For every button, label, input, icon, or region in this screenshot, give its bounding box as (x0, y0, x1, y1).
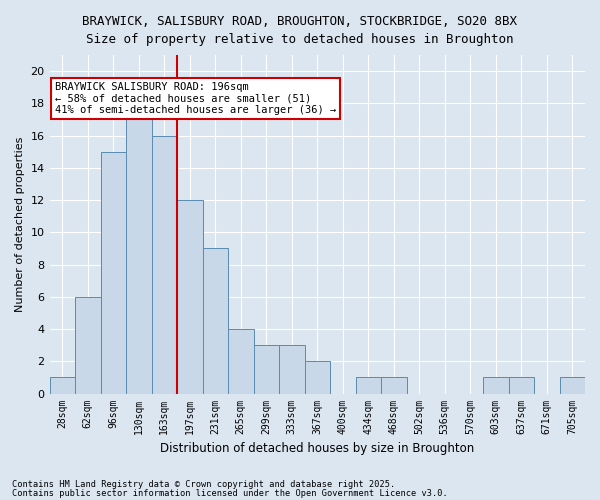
Text: Contains public sector information licensed under the Open Government Licence v3: Contains public sector information licen… (12, 488, 448, 498)
Bar (152, 136, 177, 394)
Bar (254, 345, 279, 394)
Y-axis label: Number of detached properties: Number of detached properties (15, 136, 25, 312)
Bar (50, 378, 75, 394)
Bar (203, 248, 228, 394)
Bar (356, 378, 381, 394)
Text: Size of property relative to detached houses in Broughton: Size of property relative to detached ho… (86, 32, 514, 46)
Text: BRAYWICK, SALISBURY ROAD, BROUGHTON, STOCKBRIDGE, SO20 8BX: BRAYWICK, SALISBURY ROAD, BROUGHTON, STO… (83, 15, 517, 28)
Bar (126, 120, 152, 394)
Bar (560, 378, 585, 394)
X-axis label: Distribution of detached houses by size in Broughton: Distribution of detached houses by size … (160, 442, 475, 455)
Bar (381, 378, 407, 394)
Bar (101, 152, 126, 394)
Bar (228, 329, 254, 394)
Text: BRAYWICK SALISBURY ROAD: 196sqm
← 58% of detached houses are smaller (51)
41% of: BRAYWICK SALISBURY ROAD: 196sqm ← 58% of… (55, 82, 336, 116)
Bar (509, 378, 534, 394)
Bar (75, 297, 101, 394)
Bar (177, 200, 203, 394)
Bar (483, 378, 509, 394)
Bar (279, 345, 305, 394)
Bar (305, 362, 330, 394)
Text: Contains HM Land Registry data © Crown copyright and database right 2025.: Contains HM Land Registry data © Crown c… (12, 480, 395, 489)
